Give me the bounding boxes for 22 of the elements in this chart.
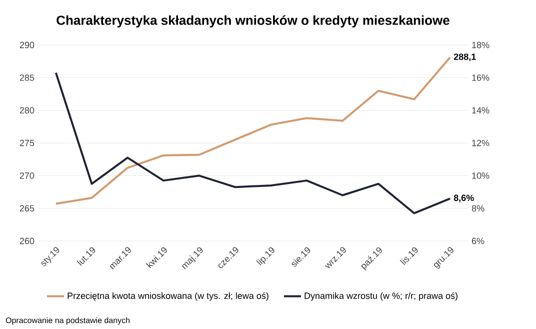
y2-tick-label: 10% xyxy=(472,172,490,179)
y-tick-label: 260 xyxy=(20,238,34,244)
data-label: 8,6% xyxy=(454,194,474,202)
y-tick-label: 285 xyxy=(20,74,34,81)
y-tick-label: 265 xyxy=(20,205,34,212)
y-tick-label: 280 xyxy=(20,107,34,114)
y2-tick-label: 18% xyxy=(472,42,490,48)
data-label: 288,1 xyxy=(454,54,476,62)
line-series xyxy=(54,72,452,214)
text: Opracowanie na podstawie danych xyxy=(6,317,130,325)
y2-tick-label: 12% xyxy=(472,140,490,146)
y2-tick-label: 6% xyxy=(472,238,484,244)
y-tick-label: 290 xyxy=(20,42,34,48)
chart-title: Charakterystyka składanych wniosków o kredyty mieszkaniowe xyxy=(56,15,450,28)
y2-tick-label: 14% xyxy=(472,107,490,114)
y2-tick-label: 16% xyxy=(472,74,490,81)
legend-label: Przeciętna kwota wnioskowana (w tys. zł; lewa oś) xyxy=(68,292,268,301)
y-tick-label: 270 xyxy=(20,172,34,179)
y2-tick-label: 8% xyxy=(472,205,484,212)
line-series xyxy=(54,56,452,205)
y-tick-label: 275 xyxy=(20,140,34,146)
legend-label: Dynamika wzrostu (w %; r/r; prawa oś) xyxy=(304,292,458,301)
